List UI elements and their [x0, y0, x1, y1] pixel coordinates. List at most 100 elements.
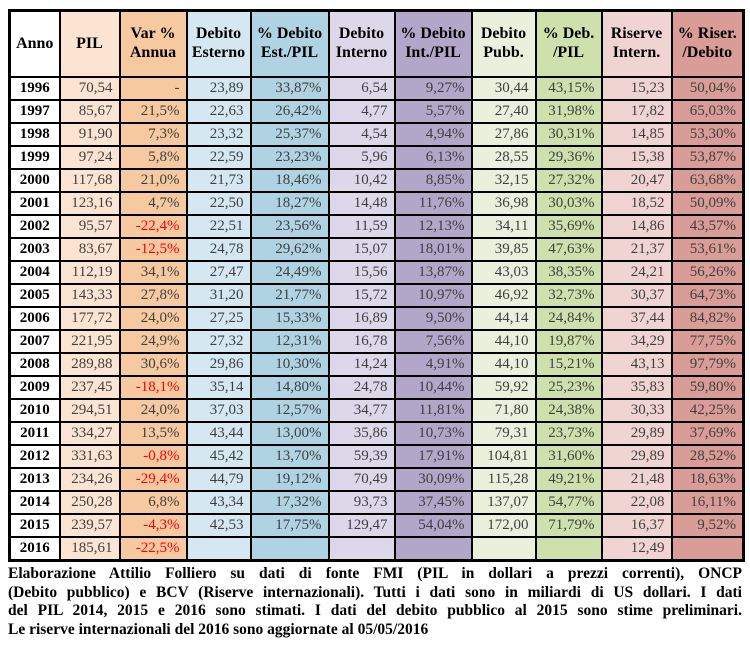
cell-riserve-intern: 24,21 — [600, 260, 673, 285]
cell-debito-interno: 93,73 — [327, 490, 396, 515]
debt-table: Anno PIL Var % Annua Debito Esterno% Debito Es… — [8, 9, 745, 562]
column-header-riserve-intern: Riserve Intern. — [600, 9, 673, 78]
cell-debito-interno: 16,89 — [327, 306, 396, 331]
cell-pct-debito-est — [249, 536, 330, 562]
cell-pct-debito-est: 24,49% — [249, 260, 330, 285]
cell-pct-deb-pil: 19,87% — [534, 329, 603, 354]
year-cell: 2007 — [8, 329, 61, 354]
year-cell: 2014 — [8, 490, 61, 515]
table-row-2007: 2007 221,95 24,9% 27,32 12,31% 16,78 7,56% 44,1… — [8, 329, 745, 354]
cell-pil: 294,51 — [58, 398, 121, 423]
cell-debito-esterno: 22,51 — [185, 214, 252, 239]
cell-riserve-intern: 37,44 — [600, 306, 673, 331]
cell-debito-esterno: 37,03 — [185, 398, 252, 423]
cell-var-annua: - — [118, 76, 188, 101]
table-row-2003: 2003 83,67 -12,5% 24,78 29,62% 15,07 18,01% 39,… — [8, 237, 745, 262]
cell-pct-deb-pil: 15,21% — [534, 352, 603, 377]
cell-var-annua: -22,4% — [118, 214, 188, 239]
cell-debito-pubb: 43,03 — [470, 260, 537, 285]
cell-var-annua: 5,8% — [118, 145, 188, 170]
cell-pct-debito-int: 4,91% — [393, 352, 473, 377]
source-note-line: (Debito pubblico) e BCV (Riserve interna… — [8, 583, 742, 601]
cell-pct-debito-est: 10,30% — [249, 352, 330, 377]
cell-pct-debito-est: 26,42% — [249, 99, 330, 124]
column-header-pct-debito-est: % Debito Est./PIL — [249, 9, 330, 78]
cell-pct-deb-pil: 23,73% — [534, 421, 603, 446]
cell-pil: 123,16 — [58, 191, 121, 216]
year-cell: 2015 — [8, 513, 61, 538]
cell-pct-debito-est: 21,77% — [249, 283, 330, 308]
cell-var-annua: -22,5% — [118, 536, 188, 562]
year-cell: 2011 — [8, 421, 61, 446]
cell-pil: 331,63 — [58, 444, 121, 469]
year-cell: 2002 — [8, 214, 61, 239]
cell-pct-debito-int: 10,73% — [393, 421, 473, 446]
cell-debito-pubb: 30,44 — [470, 76, 537, 101]
cell-pct-debito-int: 37,45% — [393, 490, 473, 515]
cell-debito-interno: 70,49 — [327, 467, 396, 492]
cell-riserve-intern: 30,37 — [600, 283, 673, 308]
cell-pct-riser-debito: 18,63% — [670, 467, 745, 492]
table-row-2006: 2006 177,72 24,0% 27,25 15,33% 16,89 9,50% 44,1… — [8, 306, 745, 331]
year-cell: 2005 — [8, 283, 61, 308]
cell-pct-debito-int: 13,87% — [393, 260, 473, 285]
cell-debito-esterno: 27,25 — [185, 306, 252, 331]
cell-pil: 239,57 — [58, 513, 121, 538]
cell-pil: 334,27 — [58, 421, 121, 446]
cell-pct-deb-pil: 35,69% — [534, 214, 603, 239]
cell-debito-interno: 15,72 — [327, 283, 396, 308]
cell-pct-debito-int: 9,50% — [393, 306, 473, 331]
cell-var-annua: -29,4% — [118, 467, 188, 492]
cell-var-annua: -18,1% — [118, 375, 188, 400]
cell-pil: 85,67 — [58, 99, 121, 124]
cell-debito-interno: 6,54 — [327, 76, 396, 101]
table-row-2001: 2001 123,16 4,7% 22,50 18,27% 14,48 11,76% 36,9… — [8, 191, 745, 216]
cell-pil: 177,72 — [58, 306, 121, 331]
column-header-var-annua: Var % Annua — [118, 9, 188, 78]
cell-debito-esterno: 45,42 — [185, 444, 252, 469]
cell-debito-interno: 35,86 — [327, 421, 396, 446]
cell-riserve-intern: 16,37 — [600, 513, 673, 538]
cell-debito-interno — [327, 536, 396, 562]
cell-var-annua: 27,8% — [118, 283, 188, 308]
table-row-2004: 2004 112,19 34,1% 27,47 24,49% 15,56 13,87% 43,… — [8, 260, 745, 285]
cell-pct-deb-pil: 43,15% — [534, 76, 603, 101]
source-note-line: del PIL 2014, 2015 e 2016 sono stimati. … — [8, 602, 742, 620]
cell-pct-debito-int: 12,13% — [393, 214, 473, 239]
cell-pil: 221,95 — [58, 329, 121, 354]
cell-var-annua: 13,5% — [118, 421, 188, 446]
cell-pct-deb-pil: 29,36% — [534, 145, 603, 170]
cell-pct-riser-debito: 28,52% — [670, 444, 745, 469]
table-row-2014: 2014 250,28 6,8% 43,34 17,32% 93,73 37,45% 137,… — [8, 490, 745, 515]
cell-riserve-intern: 15,23 — [600, 76, 673, 101]
column-header-pil: PIL — [58, 9, 121, 78]
year-cell: 2000 — [8, 168, 61, 193]
cell-pil: 143,33 — [58, 283, 121, 308]
cell-debito-pubb: 71,80 — [470, 398, 537, 423]
cell-pil: 185,61 — [58, 536, 121, 562]
cell-pct-debito-int: 4,94% — [393, 122, 473, 147]
cell-riserve-intern: 14,85 — [600, 122, 673, 147]
cell-debito-pubb: 28,55 — [470, 145, 537, 170]
cell-pct-debito-int: 11,76% — [393, 191, 473, 216]
cell-debito-esterno: 43,44 — [185, 421, 252, 446]
cell-var-annua: 34,1% — [118, 260, 188, 285]
cell-pil: 70,54 — [58, 76, 121, 101]
cell-pct-debito-est: 33,87% — [249, 76, 330, 101]
cell-riserve-intern: 14,86 — [600, 214, 673, 239]
cell-pct-deb-pil: 71,79% — [534, 513, 603, 538]
cell-debito-interno: 11,59 — [327, 214, 396, 239]
cell-pct-debito-est: 29,62% — [249, 237, 330, 262]
column-header-pct-riser-debito: % Riser./Debito — [670, 9, 745, 78]
cell-pct-deb-pil: 31,98% — [534, 99, 603, 124]
cell-pct-debito-est: 17,32% — [249, 490, 330, 515]
cell-debito-esterno — [185, 536, 252, 562]
cell-debito-interno: 59,39 — [327, 444, 396, 469]
year-cell: 1998 — [8, 122, 61, 147]
table-row-1997: 1997 85,67 21,5% 22,63 26,42% 4,77 5,57% 27,40 3… — [8, 99, 745, 124]
table-row-2008: 2008 289,88 30,6% 29,86 10,30% 14,24 4,91% 44,1… — [8, 352, 745, 377]
source-note-line: Elaborazione Attilio Folliero su dati di… — [8, 565, 742, 582]
cell-debito-esterno: 43,34 — [185, 490, 252, 515]
cell-pct-debito-est: 12,31% — [249, 329, 330, 354]
cell-debito-interno: 10,42 — [327, 168, 396, 193]
